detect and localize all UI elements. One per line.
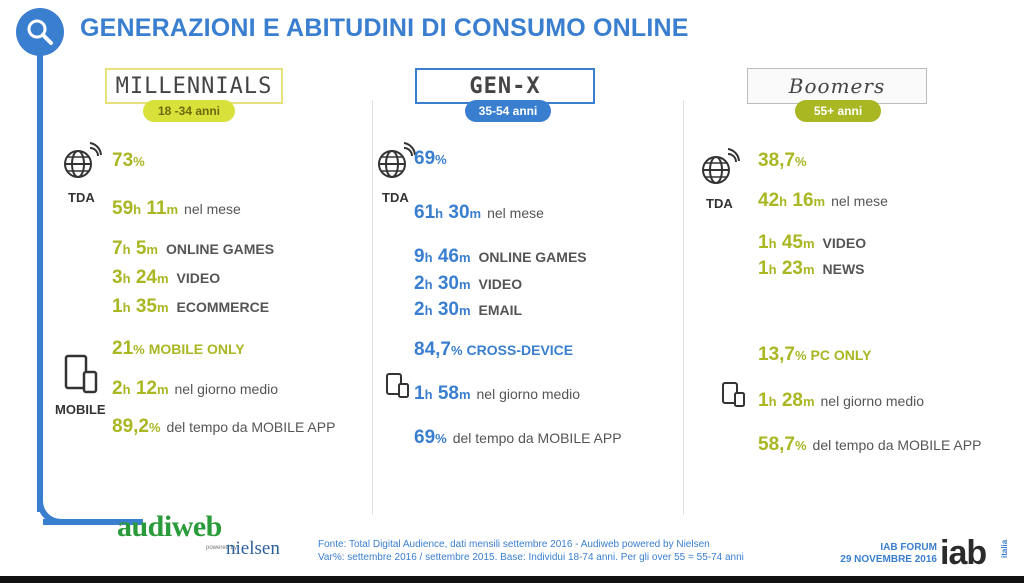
source-line-2: Var%: settembre 2016 / settembre 2015. B… <box>318 552 744 563</box>
source-line-1: Fonte: Total Digital Audience, dati mens… <box>318 539 710 550</box>
genx-activity: 2h 30m EMAIL <box>414 299 523 320</box>
millennials-activity: 7h 5m ONLINE GAMES <box>112 238 275 259</box>
genx-activity: 2h 30m VIDEO <box>414 273 523 294</box>
column-divider <box>372 100 373 515</box>
tda-label: TDA <box>68 190 95 205</box>
boomers-tda-pct: 38,7% <box>758 150 807 171</box>
column-divider <box>683 100 684 515</box>
globe-wifi-icon <box>376 142 416 182</box>
boomers-activity: 1h 23m NEWS <box>758 258 865 279</box>
mobile-label: MOBILE <box>55 402 106 417</box>
timeline-bar <box>37 54 43 512</box>
search-icon <box>16 8 64 56</box>
genx-name: GEN-X <box>469 73 541 99</box>
millennials-age-badge: 18 -34 anni <box>143 100 235 122</box>
boomers-age: 55+ anni <box>813 104 863 118</box>
millennials-app: 89,2% del tempo da MOBILE APP <box>112 416 336 437</box>
millennials-activity: 3h 24m VIDEO <box>112 267 221 288</box>
genx-activity: 9h 46m ONLINE GAMES <box>414 246 587 267</box>
forum-date: 29 NOVEMBRE 2016 <box>840 554 937 565</box>
nielsen-logo: nielsen <box>226 538 280 559</box>
millennials-tda-pct: 73% <box>112 150 145 171</box>
iab-italia-label: italia <box>1000 539 1009 558</box>
genx-device: 84,7% CROSS-DEVICE <box>414 339 574 360</box>
page-title: GENERAZIONI E ABITUDINI DI CONSUMO ONLIN… <box>80 14 689 42</box>
millennials-name: MILLENNIALS <box>115 73 273 99</box>
globe-wifi-icon <box>62 142 102 182</box>
boomers-activity: 1h 45m VIDEO <box>758 232 867 253</box>
mobile-devices-icon <box>64 354 100 394</box>
genx-tda-pct: 69% <box>414 148 447 169</box>
boomers-daily: 1h 28m nel giorno medio <box>758 390 925 411</box>
globe-wifi-icon <box>700 148 740 188</box>
boomers-app: 58,7% del tempo da MOBILE APP <box>758 434 982 455</box>
millennials-header: MILLENNIALS <box>105 68 283 104</box>
boomers-age-badge: 55+ anni <box>795 100 881 122</box>
genx-age-badge: 35-54 anni <box>465 100 551 122</box>
powered-by-label: powered by <box>206 545 238 551</box>
millennials-activity: 1h 35m ECOMMERCE <box>112 296 270 317</box>
timeline-bar-bottom <box>43 519 143 525</box>
genx-app: 69% del tempo da MOBILE APP <box>414 427 622 448</box>
boomers-device: 13,7% PC ONLY <box>758 344 872 365</box>
genx-header: GEN-X <box>415 68 595 104</box>
tda-label: TDA <box>382 190 409 205</box>
mobile-devices-icon <box>722 382 746 408</box>
boomers-name: Boomers <box>788 74 886 98</box>
millennials-monthly: 59h 11m nel mese <box>112 198 241 219</box>
millennials-daily: 2h 12m nel giorno medio <box>112 378 279 399</box>
millennials-age: 18 -34 anni <box>157 104 221 118</box>
event-note: IAB FORUM 29 NOVEMBRE 2016 <box>833 542 937 566</box>
mobile-devices-icon <box>386 373 410 399</box>
forum-name: IAB FORUM <box>880 542 937 553</box>
genx-age: 35-54 anni <box>478 104 538 118</box>
source-note: Fonte: Total Digital Audience, dati mens… <box>318 538 818 564</box>
genx-monthly: 61h 30m nel mese <box>414 202 544 223</box>
boomers-header: Boomers <box>747 68 927 104</box>
tda-label: TDA <box>706 196 733 211</box>
iab-logo: iab <box>940 534 987 572</box>
boomers-monthly: 42h 16m nel mese <box>758 190 888 211</box>
audiweb-logo: audiweb <box>117 510 222 543</box>
bottom-bar <box>0 576 1024 583</box>
genx-daily: 1h 58m nel giorno medio <box>414 383 581 404</box>
millennials-device: 21% MOBILE ONLY <box>112 338 245 359</box>
